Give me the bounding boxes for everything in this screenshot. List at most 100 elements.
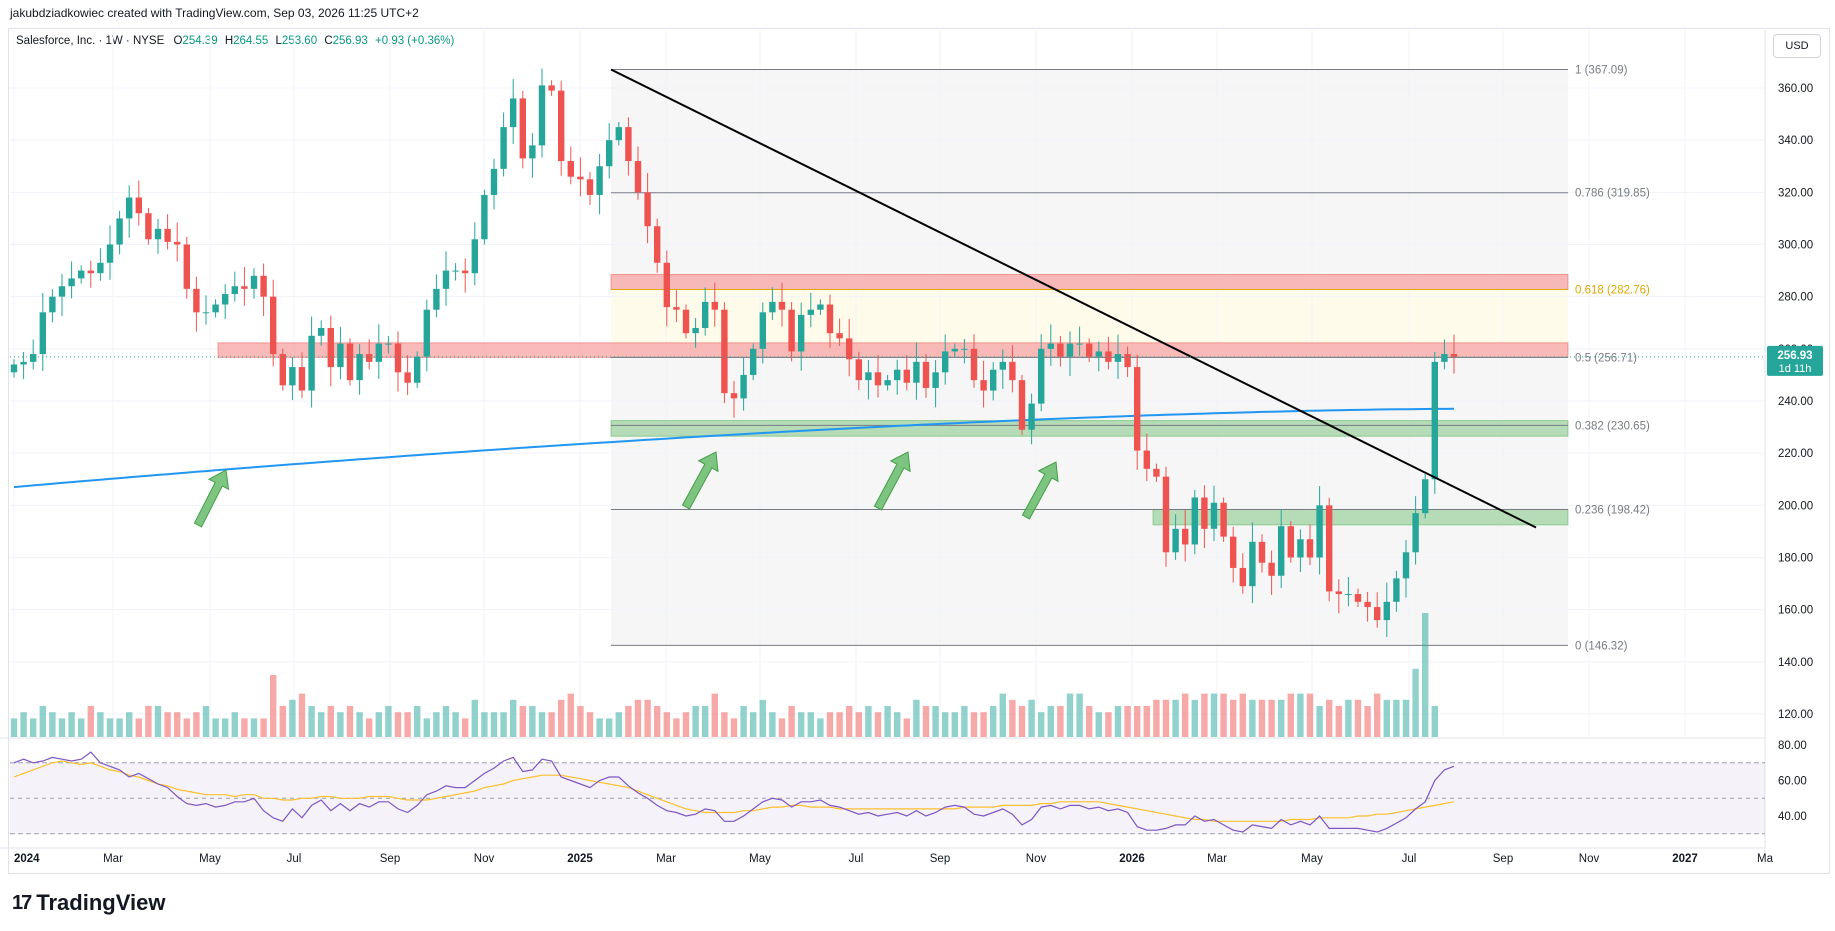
volume-bar (922, 706, 930, 737)
candle-body (961, 348, 968, 350)
volume-bar (135, 718, 142, 737)
candle-body (222, 294, 229, 305)
time-tick-label: Mar (103, 853, 123, 865)
candle-body (471, 239, 478, 274)
volume-bar (1306, 693, 1314, 737)
candle-body (730, 393, 738, 399)
candle-body (529, 145, 536, 159)
tradingview-brand[interactable]: 17 TradingView (12, 890, 165, 916)
volume-bar (1143, 706, 1150, 737)
time-tick-label: May (749, 853, 771, 865)
candle-body (750, 348, 757, 375)
attribution-text: jakubdziadkowiec created with TradingVie… (10, 6, 419, 20)
volume-bar (49, 712, 56, 737)
candle-body (1124, 354, 1131, 368)
candle-body (30, 354, 37, 362)
candle-body (68, 278, 75, 287)
price-tick-label: 280.00 (1778, 292, 1813, 304)
candle-body (490, 168, 498, 195)
candle-body (1028, 403, 1035, 430)
time-tick-label: Jul (849, 853, 864, 865)
candle-body (932, 372, 939, 388)
volume-bar (481, 712, 488, 737)
symbol-name[interactable]: Salesforce, Inc. · 1W · NYSE (16, 35, 165, 47)
candle-body (1047, 343, 1054, 349)
volume-bar (1172, 699, 1179, 737)
candle-body (1143, 450, 1150, 469)
volume-bar (222, 718, 229, 737)
candle-body (1383, 601, 1390, 621)
tradingview-logo-icon: 17 (12, 891, 32, 914)
bounce-arrow-icon (873, 451, 911, 511)
candle-body (1297, 539, 1304, 558)
candle-body (452, 270, 459, 272)
volume-bar (596, 718, 603, 737)
volume-bar (702, 706, 709, 737)
candle-body (106, 244, 114, 263)
candle-body (1364, 601, 1371, 608)
candle-body (673, 307, 680, 310)
time-tick-label: Ma (1757, 853, 1774, 865)
candle-body (798, 314, 805, 352)
candle-body (10, 364, 18, 373)
bounce-arrow-icon (1021, 461, 1059, 520)
volume-bar (759, 699, 766, 737)
bar-countdown: 1d 11h (1779, 363, 1812, 375)
volume-bar (366, 718, 373, 737)
volume-bar (1402, 699, 1410, 737)
volume-bar (1249, 699, 1256, 737)
volume-bar (1047, 706, 1054, 737)
candle-body (577, 176, 584, 180)
volume-bar (116, 718, 123, 737)
candle-body (980, 380, 987, 391)
volume-bar (634, 699, 642, 737)
currency-button[interactable]: USD (1773, 34, 1821, 58)
volume-bar (769, 712, 776, 737)
candle-body (423, 309, 430, 357)
candle-body (548, 85, 555, 91)
candle-body (836, 333, 843, 339)
volume-bar (778, 718, 786, 737)
candle-body (260, 275, 267, 297)
last-price-tag (1767, 345, 1823, 376)
time-tick-label: Jul (287, 853, 302, 865)
candle-body (116, 218, 123, 245)
volume-bar (798, 712, 805, 737)
time-tick-label: 2026 (1119, 853, 1145, 865)
volume-bar (970, 712, 978, 737)
candle-body (903, 369, 910, 383)
volume-bar (951, 712, 958, 737)
volume-bar (586, 712, 594, 737)
candle-body (1230, 536, 1237, 568)
candle-body (337, 343, 344, 368)
candle-body (1066, 343, 1074, 357)
volume-bar (606, 718, 613, 737)
volume-bar (1076, 693, 1083, 737)
candle-body (1134, 367, 1141, 451)
volume-bar (318, 712, 325, 737)
candle-body (270, 296, 277, 355)
candle-body (1412, 513, 1419, 553)
volume-bar (510, 699, 517, 737)
candle-body (1441, 354, 1448, 362)
volume-bar (913, 699, 920, 737)
volume-bar (654, 706, 661, 737)
time-tick-label: 2025 (567, 853, 593, 865)
volume-bar (183, 718, 190, 737)
volume-bar (1345, 699, 1352, 737)
candle-body (49, 296, 56, 313)
time-tick-label: May (1301, 853, 1323, 865)
volume-bar (1009, 699, 1016, 737)
volume-bar (663, 712, 670, 737)
low-value: 253.60 (281, 35, 318, 47)
volume-bar (826, 712, 834, 737)
volume-bar (1162, 699, 1170, 737)
resistance-zone-upper (610, 273, 1569, 290)
candle-body (481, 194, 488, 240)
candle-body (231, 286, 238, 295)
volume-bar (1297, 693, 1304, 737)
candle-body (1076, 343, 1083, 345)
volume-bar (58, 718, 66, 737)
volume-bar (462, 718, 469, 737)
